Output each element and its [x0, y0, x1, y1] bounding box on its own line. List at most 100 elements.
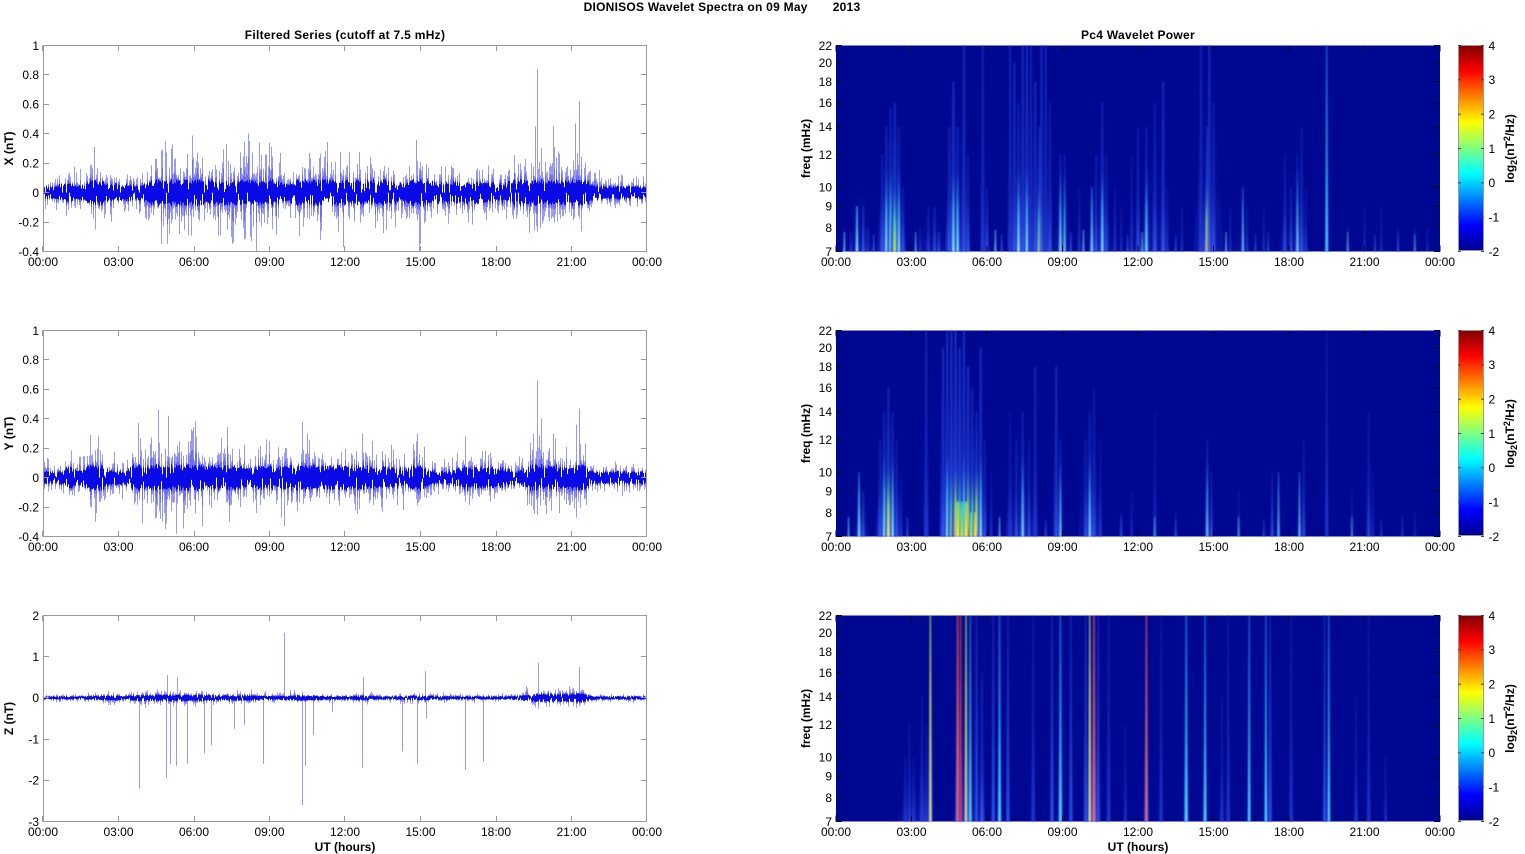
svg-text:4: 4 — [1489, 39, 1496, 53]
svg-text:9: 9 — [825, 200, 832, 214]
svg-text:12:00: 12:00 — [1123, 540, 1153, 554]
svg-text:DIONISOS Wavelet Spectra on 09: DIONISOS Wavelet Spectra on 09 May 2013 — [584, 0, 861, 14]
svg-text:15:00: 15:00 — [405, 255, 435, 269]
svg-text:00:00: 00:00 — [1425, 540, 1455, 554]
svg-text:14: 14 — [819, 405, 833, 419]
svg-text:2: 2 — [1489, 393, 1496, 407]
svg-text:09:00: 09:00 — [254, 540, 284, 554]
svg-text:18: 18 — [819, 360, 833, 374]
svg-text:18:00: 18:00 — [1274, 825, 1304, 839]
svg-text:18: 18 — [819, 75, 833, 89]
svg-text:7: 7 — [825, 530, 832, 544]
svg-text:freq (mHz): freq (mHz) — [799, 404, 813, 463]
svg-text:03:00: 03:00 — [896, 255, 926, 269]
svg-text:0.4: 0.4 — [22, 412, 39, 426]
svg-text:8: 8 — [825, 791, 832, 805]
svg-text:0.8: 0.8 — [22, 353, 39, 367]
svg-text:1: 1 — [32, 324, 39, 338]
svg-text:06:00: 06:00 — [179, 825, 209, 839]
svg-text:freq (mHz): freq (mHz) — [799, 689, 813, 748]
svg-text:8: 8 — [825, 221, 832, 235]
svg-text:00:00: 00:00 — [1425, 825, 1455, 839]
svg-text:1: 1 — [1489, 712, 1496, 726]
svg-text:0.8: 0.8 — [22, 68, 39, 82]
svg-text:-2: -2 — [1489, 815, 1500, 829]
svg-text:06:00: 06:00 — [972, 825, 1002, 839]
svg-text:8: 8 — [825, 506, 832, 520]
svg-text:3: 3 — [1489, 358, 1496, 372]
svg-text:00:00: 00:00 — [1425, 255, 1455, 269]
svg-text:21:00: 21:00 — [556, 540, 586, 554]
svg-text:-1: -1 — [28, 732, 39, 746]
svg-text:-0.2: -0.2 — [18, 215, 39, 229]
svg-text:-2: -2 — [28, 774, 39, 788]
svg-text:12:00: 12:00 — [330, 255, 360, 269]
svg-text:Y (nT): Y (nT) — [2, 417, 16, 451]
svg-text:22: 22 — [819, 609, 833, 623]
svg-text:0.4: 0.4 — [22, 127, 39, 141]
svg-text:-2: -2 — [1489, 245, 1500, 259]
svg-text:-0.2: -0.2 — [18, 500, 39, 514]
svg-text:06:00: 06:00 — [972, 255, 1002, 269]
svg-text:Filtered Series (cutoff at 7.5: Filtered Series (cutoff at 7.5 mHz) — [245, 28, 446, 42]
svg-text:12: 12 — [819, 148, 833, 162]
svg-text:2: 2 — [1489, 678, 1496, 692]
svg-text:15:00: 15:00 — [1198, 540, 1228, 554]
svg-text:18:00: 18:00 — [481, 540, 511, 554]
svg-text:00:00: 00:00 — [28, 255, 58, 269]
svg-text:00:00: 00:00 — [28, 540, 58, 554]
svg-text:16: 16 — [819, 381, 833, 395]
svg-text:15:00: 15:00 — [1198, 255, 1228, 269]
svg-text:09:00: 09:00 — [1047, 825, 1077, 839]
svg-text:UT (hours): UT (hours) — [315, 840, 376, 854]
svg-text:00:00: 00:00 — [632, 825, 662, 839]
svg-text:12:00: 12:00 — [1123, 255, 1153, 269]
svg-text:20: 20 — [819, 341, 833, 355]
svg-text:12:00: 12:00 — [1123, 825, 1153, 839]
svg-text:18:00: 18:00 — [1274, 255, 1304, 269]
svg-text:0: 0 — [1489, 461, 1496, 475]
svg-text:18:00: 18:00 — [481, 825, 511, 839]
svg-text:log2(nT2/Hz): log2(nT2/Hz) — [1502, 114, 1519, 183]
svg-text:Pc4 Wavelet Power: Pc4 Wavelet Power — [1081, 28, 1195, 42]
svg-text:22: 22 — [819, 39, 833, 53]
svg-text:9: 9 — [825, 485, 832, 499]
svg-text:-1: -1 — [1489, 496, 1500, 510]
svg-text:4: 4 — [1489, 609, 1496, 623]
svg-text:06:00: 06:00 — [972, 540, 1002, 554]
svg-text:0: 0 — [32, 691, 39, 705]
svg-text:00:00: 00:00 — [632, 540, 662, 554]
svg-text:00:00: 00:00 — [632, 255, 662, 269]
svg-text:3: 3 — [1489, 73, 1496, 87]
svg-text:21:00: 21:00 — [556, 825, 586, 839]
svg-text:18: 18 — [819, 645, 833, 659]
svg-text:03:00: 03:00 — [103, 540, 133, 554]
svg-text:18:00: 18:00 — [481, 255, 511, 269]
svg-text:0: 0 — [32, 186, 39, 200]
svg-text:21:00: 21:00 — [1349, 825, 1379, 839]
svg-text:10: 10 — [819, 751, 833, 765]
svg-text:15:00: 15:00 — [405, 540, 435, 554]
svg-text:freq (mHz): freq (mHz) — [799, 119, 813, 178]
svg-text:03:00: 03:00 — [896, 540, 926, 554]
svg-text:12: 12 — [819, 718, 833, 732]
svg-text:12: 12 — [819, 433, 833, 447]
svg-text:21:00: 21:00 — [1349, 255, 1379, 269]
svg-text:1: 1 — [1489, 142, 1496, 156]
svg-text:2: 2 — [32, 609, 39, 623]
svg-text:00:00: 00:00 — [821, 825, 851, 839]
svg-text:09:00: 09:00 — [1047, 540, 1077, 554]
svg-text:-2: -2 — [1489, 530, 1500, 544]
svg-text:22: 22 — [819, 324, 833, 338]
svg-text:-0.4: -0.4 — [18, 245, 39, 259]
svg-text:-1: -1 — [1489, 781, 1500, 795]
svg-text:0.6: 0.6 — [22, 98, 39, 112]
svg-text:0.6: 0.6 — [22, 383, 39, 397]
svg-text:1: 1 — [1489, 427, 1496, 441]
svg-text:log2(nT2/Hz): log2(nT2/Hz) — [1502, 399, 1519, 468]
svg-text:00:00: 00:00 — [821, 540, 851, 554]
svg-text:-3: -3 — [28, 815, 39, 829]
svg-text:-0.4: -0.4 — [18, 530, 39, 544]
svg-text:X (nT): X (nT) — [2, 132, 16, 166]
svg-text:09:00: 09:00 — [254, 255, 284, 269]
